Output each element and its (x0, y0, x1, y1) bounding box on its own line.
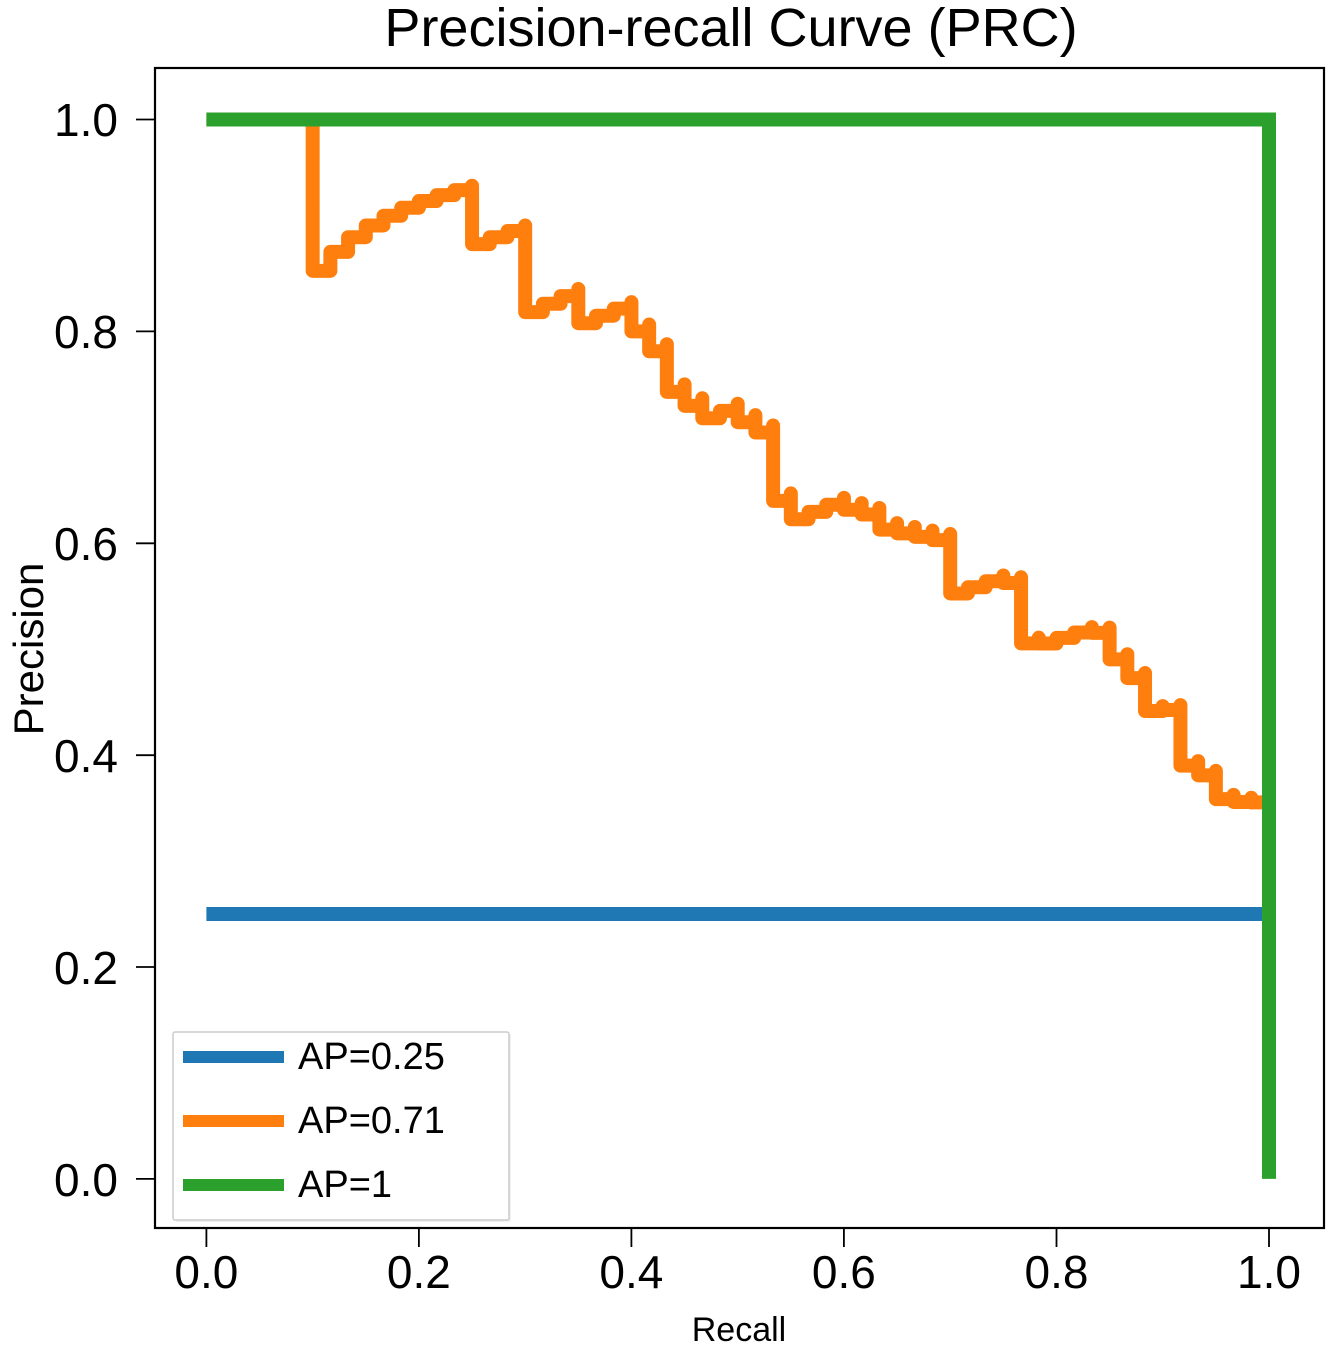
svg-text:1.0: 1.0 (54, 94, 118, 146)
svg-text:Recall: Recall (692, 1311, 786, 1349)
svg-text:0.8: 0.8 (1025, 1246, 1089, 1298)
svg-text:0.0: 0.0 (54, 1154, 118, 1206)
svg-text:0.0: 0.0 (174, 1246, 238, 1298)
svg-text:Precision-recall Curve (PRC): Precision-recall Curve (PRC) (384, 0, 1077, 58)
svg-text:0.2: 0.2 (387, 1246, 451, 1298)
svg-text:0.4: 0.4 (599, 1246, 663, 1298)
svg-text:1.0: 1.0 (1237, 1246, 1301, 1298)
svg-text:0.6: 0.6 (812, 1246, 876, 1298)
svg-text:0.6: 0.6 (54, 518, 118, 570)
svg-text:Precision: Precision (5, 563, 52, 736)
svg-text:0.4: 0.4 (54, 730, 118, 782)
svg-text:AP=1: AP=1 (298, 1164, 392, 1206)
svg-text:0.2: 0.2 (54, 942, 118, 994)
svg-text:AP=0.25: AP=0.25 (298, 1036, 445, 1078)
svg-text:0.8: 0.8 (54, 306, 118, 358)
svg-text:AP=0.71: AP=0.71 (298, 1100, 445, 1142)
